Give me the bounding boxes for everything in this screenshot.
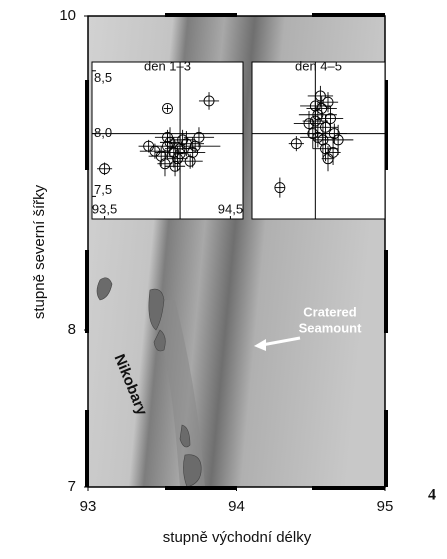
x-axis-label: stupně východní délky: [163, 529, 312, 546]
inset-title: den 1–3: [144, 58, 191, 73]
inset-title: den 4–5: [295, 58, 342, 73]
y-tick-label: 7: [68, 478, 76, 495]
y-axis-label: stupně severní šířky: [31, 184, 48, 319]
x-tick-label: 95: [377, 498, 394, 515]
feature-label: Seamount: [299, 320, 363, 335]
figure: stupně severní šířky stupně východní dél…: [0, 0, 447, 559]
inset-panel: [252, 62, 385, 219]
x-tick-label: 93,5: [92, 201, 117, 216]
y-tick-label: 8,5: [94, 70, 112, 85]
feature-label: Cratered: [303, 304, 357, 319]
y-tick-label: 7,5: [94, 182, 112, 197]
y-tick-label: 10: [59, 7, 76, 24]
y-tick-label: 8: [68, 321, 76, 338]
y-tick-label: 8,0: [94, 125, 112, 140]
x-tick-label: 93: [80, 498, 97, 515]
x-tick-label: 94,5: [218, 201, 243, 216]
figure-number: 4: [428, 487, 436, 504]
x-tick-label: 94: [228, 498, 245, 515]
